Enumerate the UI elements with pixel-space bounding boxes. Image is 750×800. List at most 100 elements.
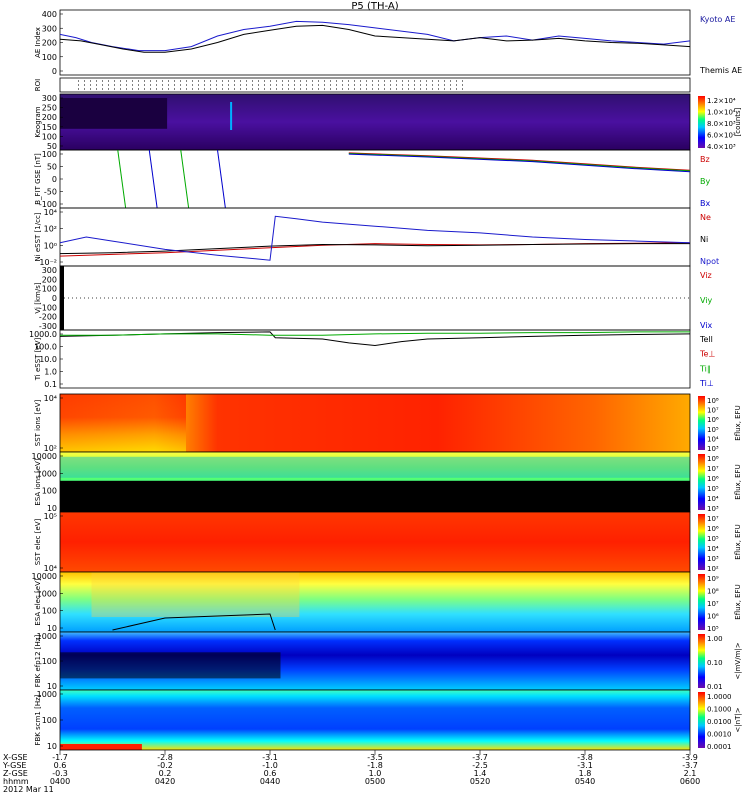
fbk_b-ylabel: FBK scm1 [Hz] xyxy=(34,694,42,745)
footer-value: -3.1 xyxy=(577,761,593,770)
esa_ion-ytick-label: 100 xyxy=(42,487,57,496)
ae-ytick-label: 100 xyxy=(42,53,57,62)
esa_elec-ytick-label: 10000 xyxy=(32,572,57,581)
esa_ion-colorbar-tick: 10³ xyxy=(707,505,719,513)
bfield-ytick-label: -50 xyxy=(44,188,57,197)
fbk_e-colorbar xyxy=(698,634,705,688)
keogram-ytick-label: 50 xyxy=(47,142,57,151)
fbk_b-colorbar-label: <|nT|> xyxy=(734,707,742,732)
page-title: P5 (TH-A) xyxy=(351,1,398,12)
footer-value: -1.0 xyxy=(262,761,278,770)
footer-value: -0.2 xyxy=(157,761,173,770)
ae-ytick-label: 0 xyxy=(52,67,57,76)
fbk-e-dark-region xyxy=(60,652,281,679)
fbk_e-ylabel: FBK efp12 [Hz] xyxy=(34,635,42,688)
footer-row-label: hhmm xyxy=(3,777,29,786)
bfield-spike xyxy=(117,149,127,209)
esa_elec-colorbar xyxy=(698,574,705,630)
footer-value: 1.8 xyxy=(579,769,592,778)
esa_elec-spectrogram xyxy=(60,572,690,632)
temp-ytick-label: 1.0 xyxy=(44,368,57,377)
ae-series-Themis AE xyxy=(59,24,691,53)
footer-value: 0.2 xyxy=(159,769,172,778)
ae-ytick-label: 400 xyxy=(42,10,57,19)
sst_elec-colorbar xyxy=(698,514,705,570)
keogram-dark-region xyxy=(60,98,168,129)
esa_ion-ytick-label: 10 xyxy=(47,504,57,513)
esa_elec-colorbar-tick: 10⁷ xyxy=(707,600,719,608)
density-series-Ni xyxy=(59,243,690,255)
esa_ion-ytick-label: 1000 xyxy=(37,469,57,478)
esa_elec-colorbar-tick: 10⁹ xyxy=(707,575,719,583)
keogram-colorbar-tick: 4.0×10³ xyxy=(707,143,736,151)
fbk_e-colorbar-tick: 1.00 xyxy=(707,635,723,643)
time-tick-label: 0420 xyxy=(155,777,175,786)
fbk_e-ytick-label: 100 xyxy=(42,657,57,666)
sst_ion-colorbar-tick: 10⁴ xyxy=(707,435,719,443)
fbk_b-spectrogram xyxy=(60,690,690,750)
footer-value: -1.8 xyxy=(367,761,383,770)
sst_elec-colorbar-tick: 10⁶ xyxy=(707,525,719,533)
sst_elec-colorbar-tick: 10² xyxy=(707,565,719,573)
esa_elec-ylabel: ESA elec [eV] xyxy=(34,578,42,625)
fbk_b-colorbar-tick: 0.0010 xyxy=(707,731,732,739)
footer-value: 1.0 xyxy=(369,769,382,778)
esa_elec-ytick-label: 1000 xyxy=(37,589,57,598)
time-tick-label: 0540 xyxy=(575,777,595,786)
keogram-ytick-label: 300 xyxy=(42,94,57,103)
temp-ytick-label: 10.0 xyxy=(39,355,57,364)
velocity-ytick-label: -300 xyxy=(39,322,57,331)
velocity-ytick-label: -200 xyxy=(39,313,57,322)
temp-ytick-label: 100.0 xyxy=(34,343,57,352)
footer-row-label: 2012 Mar 11 xyxy=(3,785,54,794)
bfield-ytick-label: -100 xyxy=(39,200,57,209)
footer-value: -3.5 xyxy=(367,753,383,762)
esa_elec-colorbar-label: Eflux, EFU xyxy=(734,584,742,619)
density-legend-item: Ne xyxy=(700,213,711,222)
velocity-ytick-label: 100 xyxy=(42,285,57,294)
esa_ion-colorbar-tick: 10⁴ xyxy=(707,495,719,503)
sst_ion-ytick-label: 10² xyxy=(44,444,57,453)
fbk_e-ytick-label: 10 xyxy=(47,682,57,691)
density-series-Npot xyxy=(59,215,691,261)
esa_ion-colorbar-tick: 10⁸ xyxy=(707,455,719,463)
ae-series-Kyoto AE xyxy=(59,20,691,52)
fbk_b-ytick-label: 100 xyxy=(42,716,57,725)
keogram-colorbar-tick: 1.0×10⁴ xyxy=(707,109,736,117)
velocity-legend-item: Viz xyxy=(700,271,712,280)
bfield-ytick-label: 100 xyxy=(42,150,57,159)
fbk_b-colorbar-tick: 0.0100 xyxy=(707,718,732,726)
temp-series-Tell xyxy=(59,331,691,347)
esa_elec-colorbar-tick: 10⁵ xyxy=(707,625,719,633)
temp-ytick-label: 1000.0 xyxy=(29,330,57,339)
esa_ion-colorbar-label: Eflux, EFU xyxy=(734,464,742,499)
esa_ion-colorbar-tick: 10⁷ xyxy=(707,465,719,473)
velocity-data-edge xyxy=(60,266,64,330)
fbk_b-colorbar-tick: 0.1000 xyxy=(707,706,732,714)
sst_elec-colorbar-tick: 10⁴ xyxy=(707,545,719,553)
sst_ion-colorbar-tick: 10⁶ xyxy=(707,416,719,424)
footer-value: -3.9 xyxy=(682,753,698,762)
esa_elec-ytick-label: 100 xyxy=(42,607,57,616)
time-tick-label: 0400 xyxy=(50,777,70,786)
time-tick-label: 0440 xyxy=(260,777,280,786)
sst_ion-ytick-label: 10⁴ xyxy=(44,394,57,403)
esa-ion-low-energy-gap xyxy=(60,480,690,512)
footer-value: 1.4 xyxy=(474,769,487,778)
ae-ytick-label: 300 xyxy=(42,24,57,33)
time-tick-label: 0500 xyxy=(365,777,385,786)
sst_elec-colorbar-tick: 10³ xyxy=(707,555,719,563)
temp-legend-item: Te⊥ xyxy=(699,350,715,359)
esa_elec-colorbar-tick: 10⁶ xyxy=(707,613,719,621)
bfield-ytick-label: 50 xyxy=(47,163,57,172)
ae-ylabel: AE Index xyxy=(34,27,42,58)
sst_ion-ylabel: SST ions [eV] xyxy=(34,399,42,446)
velocity-ytick-label: 0 xyxy=(52,294,57,303)
bfield-spike xyxy=(217,149,226,209)
keogram-ytick-label: 150 xyxy=(42,123,57,132)
keogram-ytick-label: 100 xyxy=(42,132,57,141)
velocity-ytick-label: 300 xyxy=(42,266,57,275)
temp-legend-item: Ti∥ xyxy=(699,364,711,373)
velocity-ylabel: Vi [km/s] xyxy=(34,282,42,313)
bfield-ytick-label: 0 xyxy=(52,175,57,184)
